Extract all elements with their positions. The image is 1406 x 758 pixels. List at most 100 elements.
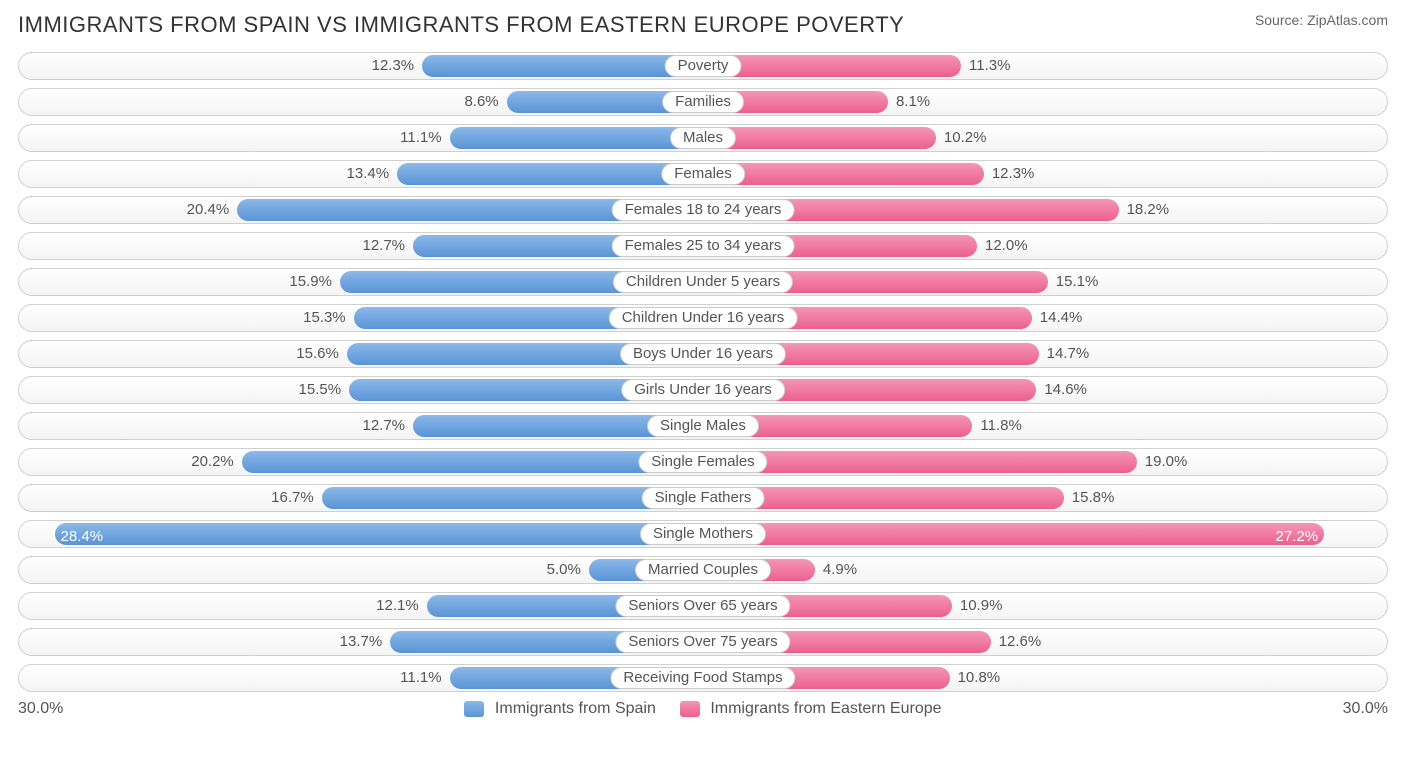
value-label-left: 13.4% <box>347 160 390 188</box>
value-label-left: 12.7% <box>362 232 405 260</box>
left-half: 5.0% <box>18 556 703 584</box>
right-half: 14.6% <box>703 376 1388 404</box>
value-label-right: 15.8% <box>1072 484 1115 512</box>
axis-max-right: 30.0% <box>1328 700 1388 718</box>
right-half: 15.1% <box>703 268 1388 296</box>
left-half: 15.9% <box>18 268 703 296</box>
right-half: 14.4% <box>703 304 1388 332</box>
category-label: Boys Under 16 years <box>620 343 786 365</box>
chart-row: 15.5% 14.6%Girls Under 16 years <box>18 376 1388 404</box>
chart-row: 11.1% 10.2% Males <box>18 124 1388 152</box>
category-label: Single Males <box>647 415 759 437</box>
left-half: 20.4% <box>18 196 703 224</box>
chart-title: IMMIGRANTS FROM SPAIN VS IMMIGRANTS FROM… <box>18 12 904 38</box>
chart-row: 28.4% 27.2% Single Mothers <box>18 520 1388 548</box>
value-label-left: 13.7% <box>340 628 383 656</box>
category-label: Children Under 16 years <box>609 307 798 329</box>
right-half: 8.1% <box>703 88 1388 116</box>
chart-source: Source: ZipAtlas.com <box>1255 12 1388 28</box>
left-half: 12.1% <box>18 592 703 620</box>
value-label-left: 11.1% <box>400 124 441 152</box>
bar-left <box>450 127 703 149</box>
value-label-left: 5.0% <box>547 556 581 584</box>
value-label-left: 15.3% <box>303 304 346 332</box>
chart-row: 15.6% 14.7% Boys Under 16 years <box>18 340 1388 368</box>
right-half: 10.2% <box>703 124 1388 152</box>
right-half: 11.3% <box>703 52 1388 80</box>
left-half: 15.6% <box>18 340 703 368</box>
left-half: 28.4% <box>18 520 703 548</box>
value-label-right: 4.9% <box>823 556 857 584</box>
left-half: 8.6% <box>18 88 703 116</box>
value-label-right: 14.7% <box>1047 340 1090 368</box>
category-label: Seniors Over 65 years <box>615 595 790 617</box>
category-label: Poverty <box>665 55 742 77</box>
right-half: 12.3% <box>703 160 1388 188</box>
bar-right <box>703 163 984 185</box>
left-half: 15.3% <box>18 304 703 332</box>
chart-row: 20.2% 19.0% Single Females <box>18 448 1388 476</box>
value-label-left: 15.5% <box>299 376 342 404</box>
value-label-left: 20.2% <box>191 448 234 476</box>
value-label-right: 10.2% <box>944 124 987 152</box>
left-half: 15.5% <box>18 376 703 404</box>
category-label: Families <box>662 91 744 113</box>
value-label-right: 12.0% <box>985 232 1028 260</box>
value-label-left: 12.1% <box>376 592 419 620</box>
chart-row: 15.9% 15.1%Children Under 5 years <box>18 268 1388 296</box>
diverging-bar-chart: 12.3% 11.3%Poverty 8.6% 8.1% Families 11.1% 10… <box>18 52 1388 692</box>
chart-row: 12.3% 11.3%Poverty <box>18 52 1388 80</box>
value-label-left: 15.9% <box>289 268 332 296</box>
bar-left <box>242 451 703 473</box>
legend-swatch-right <box>680 701 700 717</box>
legend-label-right: Immigrants from Eastern Europe <box>710 700 941 717</box>
category-label: Married Couples <box>635 559 771 581</box>
bar-right <box>703 127 936 149</box>
value-label-left: 8.6% <box>464 88 498 116</box>
chart-row: 12.7%11.8%Single Males <box>18 412 1388 440</box>
value-label-right: 19.0% <box>1145 448 1188 476</box>
right-half: 15.8% <box>703 484 1388 512</box>
bar-right <box>703 55 961 77</box>
category-label: Girls Under 16 years <box>621 379 785 401</box>
legend-item-right: Immigrants from Eastern Europe <box>680 700 942 718</box>
right-half: 27.2% <box>703 520 1388 548</box>
chart-row: 5.0% 4.9% Married Couples <box>18 556 1388 584</box>
category-label: Males <box>670 127 736 149</box>
value-label-left: 12.3% <box>372 52 415 80</box>
value-label-left: 28.4% <box>61 523 104 551</box>
category-label: Females 18 to 24 years <box>612 199 795 221</box>
category-label: Females 25 to 34 years <box>612 235 795 257</box>
left-half: 12.7% <box>18 232 703 260</box>
category-label: Children Under 5 years <box>613 271 793 293</box>
chart-row: 15.3% 14.4%Children Under 16 years <box>18 304 1388 332</box>
value-label-right: 18.2% <box>1127 196 1170 224</box>
category-label: Receiving Food Stamps <box>610 667 795 689</box>
value-label-right: 8.1% <box>896 88 930 116</box>
right-half: 4.9% <box>703 556 1388 584</box>
right-half: 10.9% <box>703 592 1388 620</box>
chart-row: 13.7%12.6%Seniors Over 75 years <box>18 628 1388 656</box>
left-half: 11.1% <box>18 664 703 692</box>
chart-row: 16.7%15.8%Single Fathers <box>18 484 1388 512</box>
legend-swatch-left <box>464 701 484 717</box>
chart-row: 20.4% 18.2% Females 18 to 24 years <box>18 196 1388 224</box>
right-half: 12.0% <box>703 232 1388 260</box>
value-label-right: 11.8% <box>980 412 1021 440</box>
category-label: Single Females <box>638 451 767 473</box>
right-half: 12.6% <box>703 628 1388 656</box>
chart-footer: 30.0% Immigrants from Spain Immigrants f… <box>18 700 1388 718</box>
category-label: Single Mothers <box>640 523 766 545</box>
left-half: 11.1% <box>18 124 703 152</box>
chart-row: 8.6% 8.1% Families <box>18 88 1388 116</box>
right-half: 19.0% <box>703 448 1388 476</box>
left-half: 20.2% <box>18 448 703 476</box>
value-label-left: 11.1% <box>400 664 441 692</box>
chart-row: 11.1% 10.8%Receiving Food Stamps <box>18 664 1388 692</box>
bar-left <box>397 163 703 185</box>
value-label-left: 15.6% <box>296 340 339 368</box>
value-label-right: 27.2% <box>1276 523 1319 551</box>
axis-max-left: 30.0% <box>18 700 78 718</box>
right-half: 10.8% <box>703 664 1388 692</box>
legend-label-left: Immigrants from Spain <box>495 700 656 717</box>
